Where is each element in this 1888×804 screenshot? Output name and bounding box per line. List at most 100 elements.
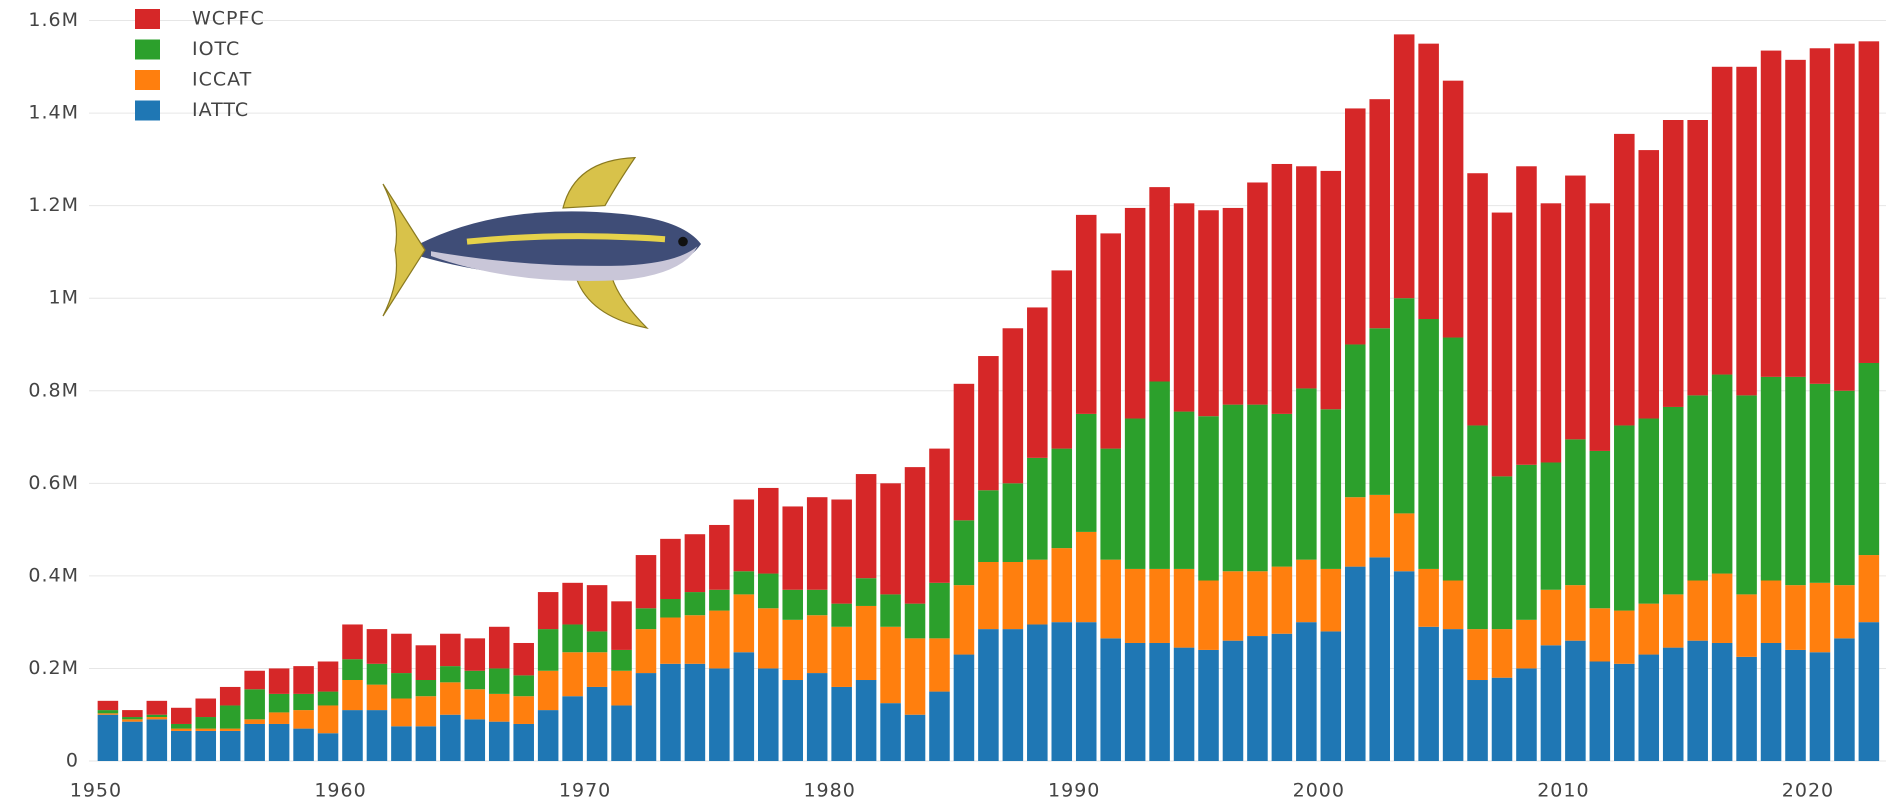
bar-segment <box>1614 425 1635 611</box>
bar-segment <box>855 474 877 579</box>
bar-segment <box>1051 622 1073 761</box>
legend-swatch <box>135 100 160 121</box>
bar-segment <box>1467 425 1488 630</box>
bar-segment <box>146 717 168 720</box>
bar-segment <box>366 684 388 711</box>
bar-segment <box>1858 555 1880 623</box>
bar-segment <box>953 654 975 761</box>
bar-segment <box>1662 594 1684 648</box>
bar-segment <box>488 668 510 694</box>
bar-segment <box>1442 629 1464 761</box>
bar-segment <box>880 703 901 761</box>
bar-segment <box>1344 497 1366 567</box>
y-tick-label: 0 <box>66 750 79 772</box>
bar-segment <box>806 615 828 674</box>
bar-segment <box>709 524 730 590</box>
bar-segment <box>978 490 999 562</box>
bar-segment <box>978 561 999 630</box>
bar-segment <box>1565 585 1586 641</box>
bar-segment <box>831 603 852 627</box>
bar-segment <box>660 663 681 761</box>
bar-segment <box>1785 376 1806 586</box>
bar-segment <box>1149 642 1170 761</box>
bar-segment <box>1687 120 1708 396</box>
bar-segment <box>1589 608 1611 662</box>
bar-segment <box>1369 328 1390 495</box>
bar-segment <box>1442 80 1464 338</box>
bar-segment <box>1075 413 1097 532</box>
bar-segment <box>929 448 950 583</box>
bar-segment <box>1662 647 1684 761</box>
bar-segment <box>195 698 217 718</box>
bar-segment <box>1271 413 1293 567</box>
bar-segment <box>660 599 681 618</box>
bar-segment <box>1296 622 1317 761</box>
bar-segment <box>733 571 755 595</box>
bar-segment <box>440 666 461 683</box>
bar-segment <box>122 710 143 718</box>
bar-segment <box>1467 629 1488 681</box>
bar-segment <box>1198 210 1219 417</box>
bar-segment <box>342 624 363 660</box>
bar-segment <box>146 714 168 718</box>
bar-segment <box>1687 640 1708 761</box>
bar-segment <box>1565 640 1586 761</box>
bar-segment <box>317 691 339 706</box>
bar-segment <box>1296 388 1317 560</box>
bar-segment <box>1638 418 1660 604</box>
bar-segment <box>1516 464 1537 620</box>
bar-segment <box>1614 610 1635 664</box>
bar-segment <box>1662 406 1684 595</box>
bar-segment <box>806 673 828 761</box>
bar-segment <box>611 601 632 650</box>
y-tick-label: 0.4M <box>28 564 79 586</box>
bar-segment <box>1027 559 1048 625</box>
bar-segment <box>146 700 168 715</box>
bar-segment <box>244 719 265 724</box>
bar-segment <box>1858 41 1880 363</box>
bar-segment <box>1149 568 1170 643</box>
bar-segment <box>635 673 657 761</box>
x-tick-label: 2010 <box>1537 780 1589 802</box>
bar-segment <box>1369 494 1390 558</box>
bar-segment <box>1809 652 1831 761</box>
bar-segment <box>1344 566 1366 761</box>
bar-segment <box>1271 566 1293 634</box>
bar-segment <box>513 675 534 697</box>
bar-segment <box>268 723 290 761</box>
bar-segment <box>1736 594 1757 657</box>
bar-segment <box>293 728 314 761</box>
bar-segment <box>244 670 265 690</box>
bar-segment <box>1418 43 1439 320</box>
legend-label: WCPFC <box>192 8 265 30</box>
bar-segment <box>953 383 975 521</box>
bar-segment <box>1320 409 1342 569</box>
bar-segment <box>317 733 339 761</box>
bar-segment <box>1051 548 1073 623</box>
bar-segment <box>1320 170 1342 410</box>
bar-segment <box>1785 649 1806 761</box>
bar-segment <box>1516 668 1537 761</box>
bar-segment <box>513 696 534 724</box>
bar-segment <box>855 605 877 681</box>
bar-segment <box>415 726 437 761</box>
bar-segment <box>268 712 290 724</box>
bar-segment <box>342 710 363 761</box>
bar-segment <box>1222 640 1244 761</box>
bar-segment <box>684 615 706 664</box>
bar-segment <box>831 686 852 761</box>
bar-segment <box>488 721 510 761</box>
bar-segment <box>1638 654 1660 761</box>
bar-segment <box>1075 622 1097 761</box>
bar-segment <box>733 499 755 572</box>
bar-segment <box>880 483 901 595</box>
bar-segment <box>97 713 119 715</box>
bar-segment <box>1124 568 1146 643</box>
bar-segment <box>1051 270 1073 449</box>
y-tick-label: 0.6M <box>28 472 79 494</box>
bar-segment <box>97 710 119 714</box>
bar-segment <box>1516 166 1537 465</box>
bar-segment <box>635 608 657 630</box>
bar-segment <box>1589 450 1611 609</box>
bar-segment <box>122 721 143 761</box>
